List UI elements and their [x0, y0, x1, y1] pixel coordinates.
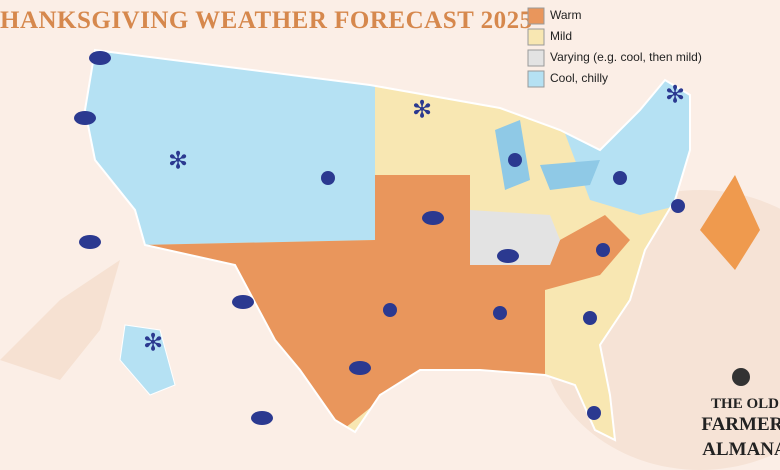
weather-icons: ✻ ✻ ✻ ✻ — [74, 51, 685, 425]
logo-text: ALMANA — [702, 439, 780, 460]
svg-text:✻: ✻ — [168, 149, 188, 175]
region — [85, 50, 375, 250]
legend-label: Mild — [550, 29, 572, 43]
region — [470, 210, 560, 265]
title: HANKSGIVING WEATHER FORECAST 2025 — [0, 7, 533, 34]
legend-swatch — [527, 7, 545, 25]
svg-text:✻: ✻ — [143, 331, 163, 357]
region — [560, 60, 690, 215]
leaf-decor — [0, 260, 120, 380]
legend-swatch — [527, 70, 545, 88]
svg-text:✻: ✻ — [665, 83, 685, 109]
leaf-decor — [700, 175, 760, 270]
legend-label: Warm — [550, 8, 582, 22]
alaska — [119, 324, 176, 396]
logo-text: FARMER' — [701, 414, 780, 435]
legend-swatch — [527, 28, 545, 46]
legend-swatch — [527, 49, 545, 67]
logo-text: THE OLD — [711, 396, 779, 412]
legend: Warm Mild Varying (e.g. cool, then mild) Co… — [527, 7, 702, 88]
legend-label: Cool, chilly — [550, 71, 608, 85]
logo-sun — [732, 368, 750, 386]
svg-text:✻: ✻ — [412, 98, 432, 124]
legend-label: Varying (e.g. cool, then mild) — [550, 50, 702, 64]
